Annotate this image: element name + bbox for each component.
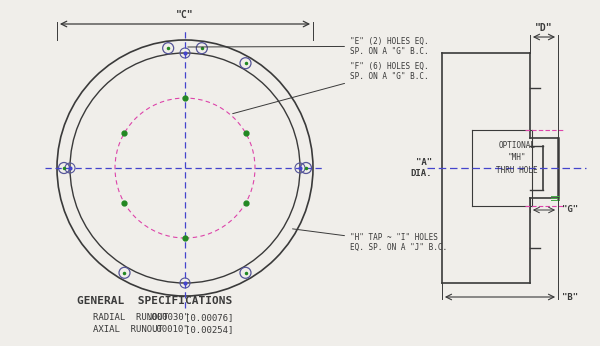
Text: "D": "D" bbox=[535, 23, 553, 33]
Text: GENERAL  SPECIFICATIONS: GENERAL SPECIFICATIONS bbox=[77, 296, 233, 306]
Text: OPTIONAL
"MH"
THRU HOLE: OPTIONAL "MH" THRU HOLE bbox=[496, 141, 538, 175]
Text: "B": "B" bbox=[562, 292, 578, 301]
Text: "F" (6) HOLES EQ.
SP. ON A "G" B.C.: "F" (6) HOLES EQ. SP. ON A "G" B.C. bbox=[233, 62, 428, 113]
Text: .000030": .000030" bbox=[147, 313, 190, 322]
Text: "G": "G" bbox=[562, 206, 578, 215]
Text: "A"
DIA.: "A" DIA. bbox=[410, 157, 432, 179]
Text: "C": "C" bbox=[176, 10, 194, 20]
Text: AXIAL  RUNOUT: AXIAL RUNOUT bbox=[93, 325, 163, 334]
Text: [0.00076]: [0.00076] bbox=[185, 313, 233, 322]
Text: "H" TAP ~ "I" HOLES
EQ. SP. ON A "J" B.C.: "H" TAP ~ "I" HOLES EQ. SP. ON A "J" B.C… bbox=[293, 229, 447, 252]
Text: .00010": .00010" bbox=[152, 325, 190, 334]
Text: "E" (2) HOLES EQ.
SP. ON A "G" B.C.: "E" (2) HOLES EQ. SP. ON A "G" B.C. bbox=[188, 37, 428, 56]
Text: RADIAL  RUNOUT: RADIAL RUNOUT bbox=[93, 313, 168, 322]
Text: [0.00254]: [0.00254] bbox=[185, 325, 233, 334]
